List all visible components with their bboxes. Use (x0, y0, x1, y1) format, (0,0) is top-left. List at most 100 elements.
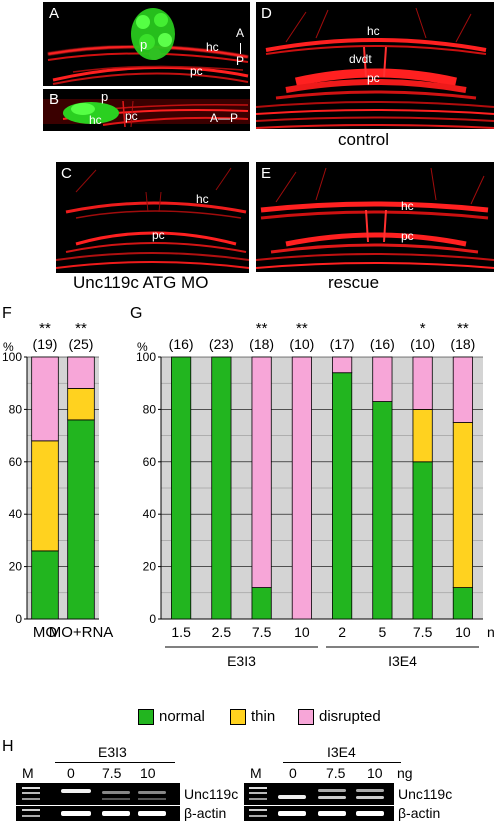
gel-left-band-actin: β-actin (184, 805, 227, 821)
chart-f-bar-thin (31, 440, 59, 552)
label-hc-a: hc (206, 40, 219, 54)
panel-letter-a: A (49, 5, 60, 22)
chart-g-bar-normal (171, 356, 192, 620)
gel-right-lane-m: M (250, 765, 262, 781)
micrograph-panel-b: B p hc pc A—P (43, 89, 250, 131)
chart-g-bar-thin (412, 409, 433, 463)
gel-left-band-unc119c: Unc119c (184, 786, 239, 802)
chart-f-bar-normal (31, 550, 59, 620)
gel-right-group-line (283, 762, 401, 763)
chart-g-n-label: (17) (330, 336, 355, 352)
chart-f-category-label: MO+RNA (49, 624, 114, 641)
gel-left-group: E3I3 (98, 744, 127, 760)
chart-f-ylabel: % (3, 340, 14, 354)
legend-swatch-normal (138, 708, 154, 725)
chart-g-significance: ** (256, 320, 268, 337)
axis-ap-b: A—P (210, 111, 239, 125)
chart-f-ytick-label: 80 (9, 402, 23, 416)
chart-g-ytick-label: 80 (143, 402, 157, 416)
gel-right-unit: ng (397, 765, 413, 781)
gel-right-unc119c (244, 783, 394, 805)
chart-g-ytick-label: 100 (136, 350, 156, 364)
chart-g-bar-normal (211, 356, 232, 620)
chart-g-n-label: (16) (169, 336, 194, 352)
chart-g-bar-disrupted (412, 356, 433, 410)
chart-g-category-label: 1.5 (171, 624, 191, 640)
axon-image-c (56, 167, 249, 269)
chart-f-category-label: MO (33, 624, 57, 641)
chart-g-group-label: E3I3 (227, 653, 256, 669)
chart-g-ytick-label: 0 (149, 612, 156, 626)
panel-letter-e: E (261, 165, 272, 182)
chart-g-n-label: (18) (450, 336, 475, 352)
chart-g-n-label: (16) (370, 336, 395, 352)
chart-g-category-label: 10 (294, 624, 310, 640)
label-hc-e: hc (401, 199, 414, 213)
chart-g-bar-disrupted (332, 356, 353, 374)
legend-label-disrupted: disrupted (319, 708, 381, 725)
gel-right-actin (244, 806, 394, 821)
chart-g-significance: * (420, 320, 426, 337)
chart-g-bar-disrupted (372, 356, 393, 402)
chart-g-bar-normal (452, 587, 473, 620)
chart-f-ytick-label: 60 (9, 455, 23, 469)
legend-label-normal: normal (159, 708, 205, 725)
panel-letter-b: B (49, 91, 60, 108)
legend-swatch-disrupted (298, 708, 314, 725)
gel-right-band-unc119c: Unc119c (398, 786, 453, 802)
chart-f-ytick-label: 100 (2, 350, 22, 364)
chart-g-category-label: 7.5 (252, 624, 272, 640)
chart-f-bar-disrupted (31, 356, 59, 442)
chart-g-bar-disrupted (251, 356, 272, 588)
label-hc-c: hc (196, 192, 209, 206)
gel-right-lane-0: 0 (289, 765, 297, 781)
label-hc-d: hc (367, 24, 380, 38)
axis-a-label: A (236, 26, 245, 40)
chart-g-category-label: 7.5 (413, 624, 433, 640)
caption-morphant: Unc119c ATG MO (73, 273, 209, 292)
chart-f-ytick-label: 40 (9, 507, 23, 521)
legend-disrupted: disrupted (298, 708, 381, 725)
panel-letter-g: G (130, 305, 143, 322)
gel-right-lane-7_5: 7.5 (326, 765, 346, 781)
chart-f-n-label: (25) (69, 336, 94, 352)
micrograph-panel-d: D hc dvdt pc (256, 2, 494, 129)
chart-g-n-label: (10) (289, 336, 314, 352)
axon-image-b (43, 99, 250, 128)
micrograph-panel-a: A p hc pc A P (43, 2, 250, 86)
gel-left-actin (16, 806, 180, 821)
axon-image-a (47, 8, 249, 85)
label-pc-a: pc (190, 64, 203, 78)
chart-g-category-label: 5 (378, 624, 386, 640)
chart-g: 020406080100%1.5(16)2.5(23)7.5(18)**10(1… (136, 320, 494, 669)
chart-g-unit-label: ng (487, 624, 494, 640)
gel-left-lane-10: 10 (140, 765, 156, 781)
chart-g-group-label: I3E4 (388, 653, 417, 669)
chart-g-ylabel: % (137, 340, 148, 354)
label-hc-b: hc (89, 113, 102, 127)
gel-left-unc119c (16, 783, 180, 805)
chart-g-ytick-label: 40 (143, 507, 157, 521)
gel-right-group: I3E4 (327, 744, 356, 760)
label-pc-b: pc (125, 109, 138, 123)
chart-f-bar-disrupted (67, 356, 95, 389)
panel-letter-f: F (2, 305, 12, 322)
panel-letter-d: D (261, 5, 272, 22)
gel-left-lane-7_5: 7.5 (102, 765, 122, 781)
chart-g-n-label: (23) (209, 336, 234, 352)
legend-thin: thin (230, 708, 275, 725)
axon-image-e (256, 167, 494, 269)
chart-g-bar-disrupted (452, 356, 473, 423)
label-p-b: p (101, 89, 109, 104)
micrograph-panel-e: E hc pc (256, 162, 494, 272)
axis-line-vertical (240, 43, 241, 54)
gel-left-lane-m: M (22, 765, 34, 781)
chart-g-bar-thin (452, 422, 473, 588)
gel-right-lane-10: 10 (367, 765, 383, 781)
gel-left-lane-0: 0 (67, 765, 75, 781)
label-pc-d: pc (367, 71, 380, 85)
chart-f-bar-normal (67, 419, 95, 620)
axon-image-d (256, 7, 494, 129)
chart-g-bar-normal (372, 401, 393, 620)
